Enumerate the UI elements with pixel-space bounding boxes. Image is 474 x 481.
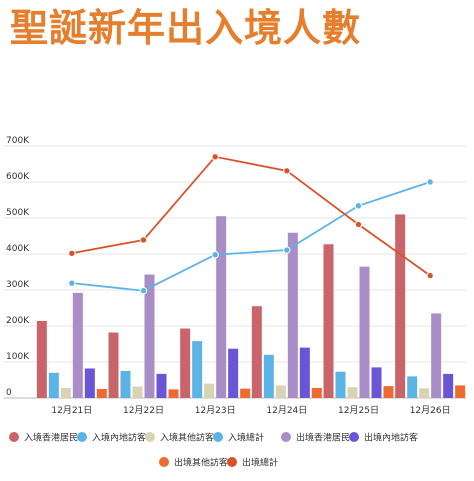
legend-item[interactable]: 入境總計 xyxy=(213,432,264,444)
line-point xyxy=(211,153,219,161)
legend-label: 出境內地訪客 xyxy=(364,432,418,444)
y-tick-label: 100K xyxy=(6,352,30,362)
y-tick-label: 700K xyxy=(6,136,30,146)
bar xyxy=(180,328,191,398)
bar xyxy=(228,348,239,398)
legend[interactable]: 入境香港居民 入境內地訪客 入境其他訪客 入境總計 出境香港居民 出境內地訪客出境其他訪客… xyxy=(9,432,418,469)
y-tick-label: 600K xyxy=(6,172,30,182)
line-point xyxy=(354,202,363,210)
line-point xyxy=(68,279,76,287)
bar xyxy=(275,385,286,398)
x-tick-label: 12月22日 xyxy=(123,405,164,416)
line-point xyxy=(354,220,363,229)
legend-label: 入境內地訪客 xyxy=(92,432,146,444)
x-tick-label: 12月25日 xyxy=(338,405,379,416)
line-point xyxy=(283,167,291,175)
bar xyxy=(84,368,95,398)
bar xyxy=(48,372,59,398)
legend-item[interactable]: 出境其他訪客 xyxy=(159,457,228,469)
legend-swatch xyxy=(145,432,155,442)
bar xyxy=(216,216,227,398)
legend-label: 入境總計 xyxy=(228,432,264,444)
bar xyxy=(455,385,466,398)
bar xyxy=(419,388,430,398)
line-point xyxy=(211,251,219,259)
y-tick-label: 200K xyxy=(6,316,30,326)
legend-swatch xyxy=(77,432,87,442)
legend-item[interactable]: 出境總計 xyxy=(227,457,278,469)
line-point xyxy=(283,246,291,254)
bar xyxy=(192,341,203,398)
bar xyxy=(383,386,394,398)
lines xyxy=(68,153,434,295)
legend-swatch xyxy=(349,432,359,442)
legend-swatch xyxy=(281,432,291,442)
bar xyxy=(263,354,274,398)
bars xyxy=(36,214,466,398)
bar xyxy=(443,373,454,398)
bar xyxy=(395,214,406,398)
bar xyxy=(132,386,143,398)
x-tick-label: 12月26日 xyxy=(410,405,451,416)
bar xyxy=(60,387,71,398)
bar xyxy=(204,383,215,398)
line-point xyxy=(426,271,434,280)
legend-item[interactable]: 入境其他訪客 xyxy=(145,432,214,444)
legend-label: 入境其他訪客 xyxy=(160,432,214,444)
x-axis-ticks: 12月21日 12月22日 12月23日 12月24日 12月25日 12月26日 xyxy=(51,405,450,416)
bar xyxy=(240,388,251,398)
y-axis-ticks: 0 100K 200K 300K 400K 500K 600K 700K xyxy=(6,136,30,398)
bar xyxy=(311,387,322,398)
legend-swatch xyxy=(213,432,223,442)
line-point xyxy=(426,178,434,186)
line-point xyxy=(139,236,148,244)
series-line xyxy=(71,155,431,277)
bar xyxy=(108,332,119,398)
legend-item[interactable]: 入境香港居民 xyxy=(9,432,78,444)
line-point xyxy=(68,249,76,257)
bar xyxy=(347,387,358,398)
legend-item[interactable]: 出境香港居民 xyxy=(281,432,350,444)
legend-swatch xyxy=(9,432,19,442)
bar xyxy=(251,306,262,398)
bar xyxy=(371,367,382,398)
series-line xyxy=(71,181,431,292)
legend-label: 入境香港居民 xyxy=(24,432,78,444)
bar xyxy=(96,389,107,398)
bar xyxy=(144,274,155,398)
bar xyxy=(299,347,310,398)
legend-item[interactable]: 入境內地訪客 xyxy=(77,432,146,444)
legend-item[interactable]: 出境內地訪客 xyxy=(349,432,418,444)
bar xyxy=(72,292,83,398)
legend-swatch xyxy=(159,457,169,467)
bar xyxy=(168,389,179,398)
bar xyxy=(431,313,442,398)
line-point xyxy=(139,287,148,295)
y-tick-label: 400K xyxy=(6,244,30,254)
chart-title: 聖誕新年出入境人數 xyxy=(10,6,362,50)
x-tick-label: 12月23日 xyxy=(195,405,236,416)
bar xyxy=(120,371,131,398)
y-tick-label: 0 xyxy=(6,388,12,398)
y-tick-label: 300K xyxy=(6,280,30,290)
bar xyxy=(36,320,47,398)
bar xyxy=(287,232,298,398)
bar xyxy=(407,376,418,398)
legend-label: 出境總計 xyxy=(242,457,278,469)
bar xyxy=(359,266,370,398)
bar xyxy=(335,371,346,398)
bar xyxy=(156,373,167,398)
legend-label: 出境其他訪客 xyxy=(174,457,228,469)
x-tick-label: 12月21日 xyxy=(51,405,92,416)
legend-swatch xyxy=(227,457,237,467)
bar xyxy=(323,244,334,398)
legend-label: 出境香港居民 xyxy=(296,432,350,444)
y-tick-label: 500K xyxy=(6,208,30,218)
x-tick-label: 12月24日 xyxy=(266,405,307,416)
